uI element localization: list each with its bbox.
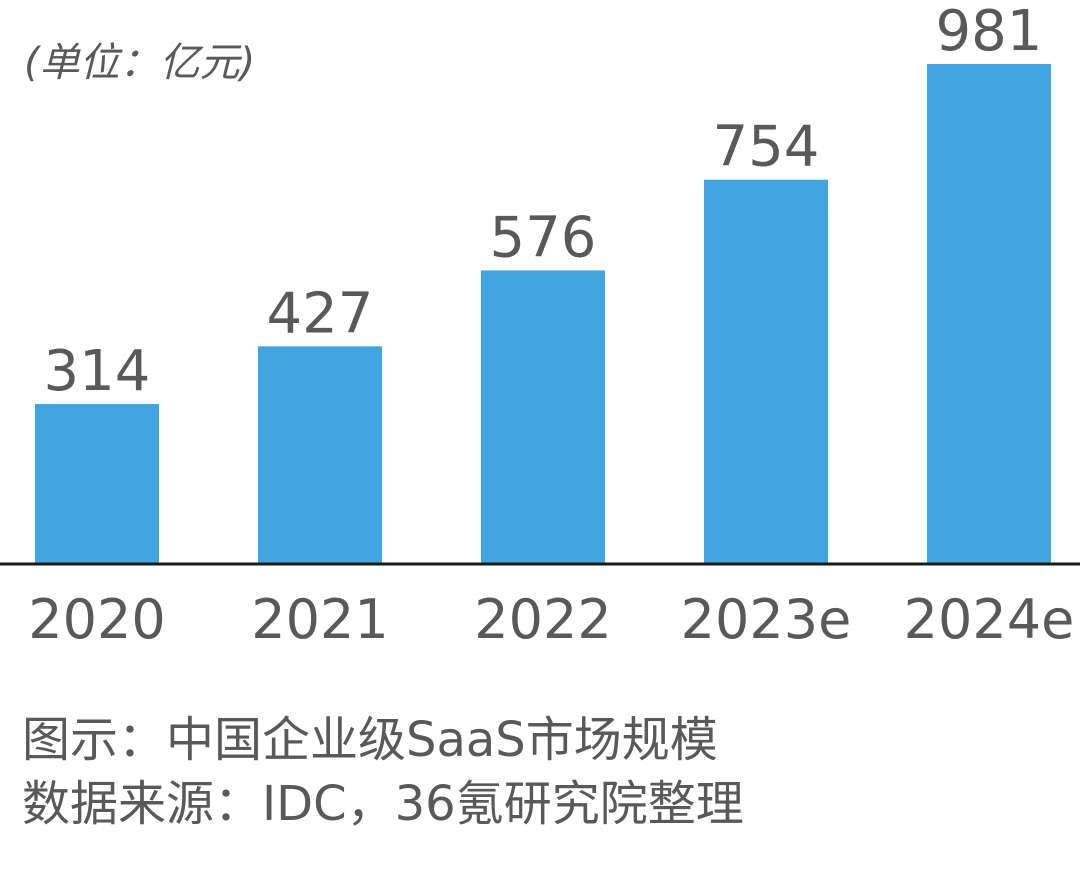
caption-title: 图示：中国企业级SaaS市场规模 [22, 712, 718, 768]
data-label-2021: 427 [267, 281, 374, 346]
bar-2021 [258, 346, 382, 564]
bar-2022 [481, 270, 605, 564]
bar-2023e [704, 179, 828, 564]
x-tick-label-2022: 2022 [474, 588, 611, 651]
data-label-2020: 314 [44, 339, 151, 404]
bar-2024e [927, 64, 1051, 564]
unit-label: (单位：亿元) [24, 40, 256, 86]
bar-2020 [35, 403, 159, 564]
data-label-2023e: 754 [713, 115, 820, 180]
data-label-2022: 576 [490, 205, 597, 270]
chart-svg: 314 2020 427 2021 576 2022 754 2023e 981 2024e [0, 0, 1080, 651]
caption: 图示：中国企业级SaaS市场规模 数据来源：IDC，36氪研究院整理 [22, 708, 744, 836]
bars-layer: 314 2020 427 2021 576 2022 754 2023e 981 2024e [28, 0, 1074, 651]
x-tick-label-2020: 2020 [28, 588, 165, 651]
caption-source: 数据来源：IDC，36氪研究院整理 [22, 776, 744, 832]
x-tick-label-2021: 2021 [251, 588, 388, 651]
x-tick-label-2023e: 2023e [681, 588, 852, 651]
x-tick-label-2024e: 2024e [904, 588, 1075, 651]
bar-chart: (单位：亿元) 314 2020 427 2021 576 2022 754 2023e 981… [0, 0, 1080, 651]
data-label-2024e: 981 [936, 0, 1043, 64]
